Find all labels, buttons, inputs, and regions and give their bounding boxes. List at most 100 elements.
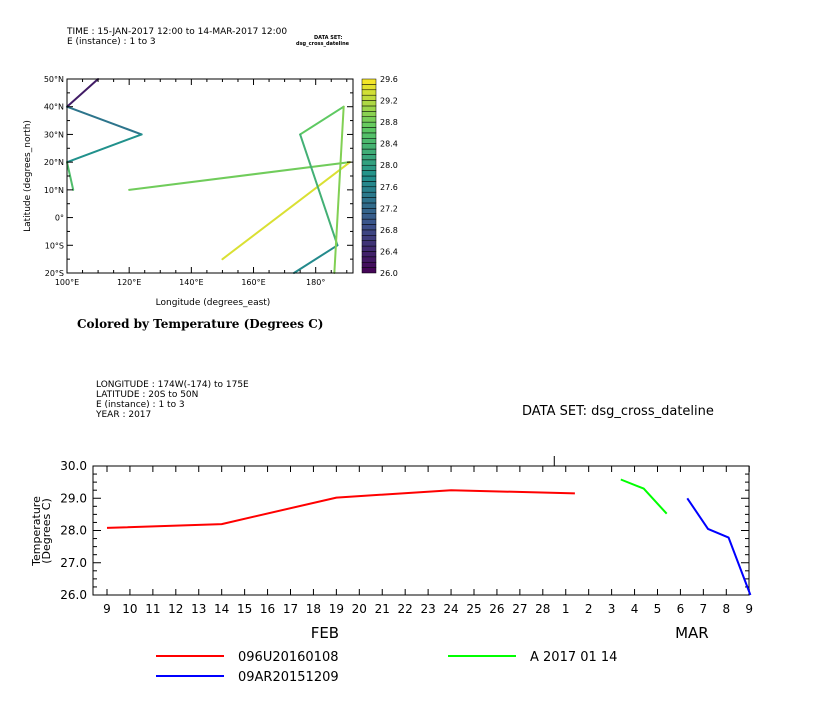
- colorbar-swatch: [361, 170, 377, 177]
- ts-y-tick-label: 30.0: [60, 459, 87, 473]
- ts-x-tick-label: 14: [214, 602, 229, 616]
- colorbar-label: 27.2: [380, 204, 398, 213]
- colorbar-swatch: [361, 132, 377, 139]
- time-range-label: TIME : 15-JAN-2017 12:00 to 14-MAR-2017 …: [67, 27, 288, 37]
- trajectory-segment: [128, 161, 351, 191]
- ts-month-label: MAR: [675, 624, 709, 642]
- ts-x-tick-label: 18: [306, 602, 321, 616]
- ts-x-tick-label: 1: [562, 602, 570, 616]
- map-y-tick-label: 0°: [55, 214, 64, 223]
- trajectory-segment: [66, 78, 100, 108]
- ts-x-tick-label: 28: [535, 602, 550, 616]
- colorbar-label: 26.8: [380, 226, 398, 235]
- trajectory-segment: [333, 105, 345, 274]
- ts-x-tick-label: 7: [700, 602, 708, 616]
- colorbar-swatch: [361, 138, 377, 144]
- colorbar-label: 28.4: [380, 140, 398, 149]
- colorbar-swatch: [361, 218, 377, 225]
- colorbar-swatch: [361, 78, 377, 85]
- map-y-tick-label: 40°N: [44, 103, 64, 112]
- ts-x-tick-label: 6: [677, 602, 685, 616]
- colorbar-swatch: [361, 111, 377, 117]
- dataset-label-line1: DATA SET:: [314, 35, 343, 41]
- ts-x-tick-label: 21: [375, 602, 390, 616]
- ts-y-tick-label: 27.0: [60, 556, 87, 570]
- colorbar-swatch: [361, 229, 377, 236]
- colorbar-swatch: [361, 89, 377, 96]
- colorbar-swatch: [361, 84, 377, 91]
- legend-label: 096U20160108: [238, 650, 339, 665]
- legend-label: A 2017 01 14: [530, 650, 617, 665]
- ts-x-tick-label: 11: [145, 602, 160, 616]
- ts-x-tick-label: 25: [466, 602, 481, 616]
- colorbar-swatch: [361, 191, 377, 198]
- colorbar-label: 28.0: [380, 161, 398, 170]
- map-x-tick-label: 100°E: [55, 278, 79, 287]
- colorbar-swatch: [361, 235, 377, 241]
- colorbar-swatch: [361, 127, 377, 134]
- ts-series-line: [686, 497, 752, 596]
- map-y-tick-label: 30°N: [44, 130, 64, 139]
- colorbar-swatch: [361, 116, 377, 123]
- colorbar-swatch: [361, 240, 377, 247]
- year-label: YEAR : 2017: [96, 410, 152, 420]
- colorbar-swatch: [361, 208, 377, 214]
- legend-label: 09AR20151209: [238, 670, 339, 685]
- colorbar-swatch: [361, 154, 377, 161]
- colorbar-swatch: [361, 197, 377, 204]
- ts-x-tick-label: 16: [260, 602, 275, 616]
- map-x-axis-title: Longitude (degrees_east): [156, 298, 271, 308]
- colorbar-label: 27.6: [380, 183, 398, 192]
- ts-x-tick-label: 4: [631, 602, 639, 616]
- ts-series-line: [620, 478, 668, 515]
- ts-x-tick-label: 15: [237, 602, 252, 616]
- colorbar-swatch: [361, 181, 377, 188]
- ts-plot-frame: [92, 465, 750, 596]
- dataset-label: DATA SET: dsg_cross_dateline: [522, 404, 714, 419]
- map-plot-frame: [66, 78, 354, 274]
- ts-x-tick-label: 3: [608, 602, 616, 616]
- colorbar-swatch: [361, 251, 377, 258]
- instance-range-label-2: E (instance) : 1 to 3: [96, 400, 185, 410]
- colorbar-swatch: [361, 202, 377, 209]
- ts-x-tick-label: 26: [489, 602, 504, 616]
- longitude-range-label: LONGITUDE : 174W(-174) to 175E: [96, 380, 249, 390]
- map-x-tick-label: 140°E: [179, 278, 203, 287]
- ts-y-tick-label: 26.0: [60, 588, 87, 602]
- ts-x-tick-label: 13: [191, 602, 206, 616]
- dataset-label-line2: dsg_cross_dateline: [296, 41, 350, 47]
- ts-x-tick-label: 17: [283, 602, 298, 616]
- colorbar-swatch: [361, 159, 377, 166]
- map-x-tick-label: 160°E: [241, 278, 265, 287]
- ts-x-tick-label: 19: [329, 602, 344, 616]
- colorbar-label: 29.6: [380, 75, 398, 84]
- colorbar-swatch: [361, 256, 377, 263]
- ts-x-tick-label: 10: [122, 602, 137, 616]
- ts-x-tick-label: 23: [420, 602, 435, 616]
- ts-x-tick-label: 27: [512, 602, 527, 616]
- instance-range-label: E (instance) : 1 to 3: [67, 37, 156, 47]
- colorbar-label: 29.2: [380, 97, 398, 106]
- colorbar-swatch: [361, 164, 377, 171]
- trajectory-segment: [66, 105, 143, 136]
- trajectory-segment: [292, 244, 339, 274]
- colorbar-swatch: [361, 143, 377, 150]
- colorbar-swatch: [361, 261, 377, 268]
- trajectory-segment: [66, 133, 143, 164]
- ts-x-tick-label: 9: [745, 602, 753, 616]
- trajectory-segment: [299, 105, 345, 136]
- map-x-tick-label: 180°: [306, 278, 325, 287]
- ts-x-tick-label: 2: [585, 602, 593, 616]
- ts-x-tick-label: 8: [722, 602, 730, 616]
- temperature-timeseries-chart: 9 10 11 12 13 14 15 16 17 18 19 20 21 22 23 24 25 26 27 28 1…: [30, 456, 753, 685]
- colorbar-swatch: [361, 245, 377, 252]
- ts-y-tick-label: 28.0: [60, 524, 87, 538]
- colorbar-label: 26.4: [380, 247, 398, 256]
- ts-series-line: [106, 489, 575, 529]
- colorbar-swatch: [361, 267, 377, 274]
- map-y-tick-label: 20°N: [44, 158, 64, 167]
- map-y-tick-label: 50°N: [44, 75, 64, 84]
- ts-x-tick-label: 12: [168, 602, 183, 616]
- map-caption: Colored by Temperature (Degrees C): [77, 317, 324, 331]
- colorbar-swatch: [361, 213, 377, 220]
